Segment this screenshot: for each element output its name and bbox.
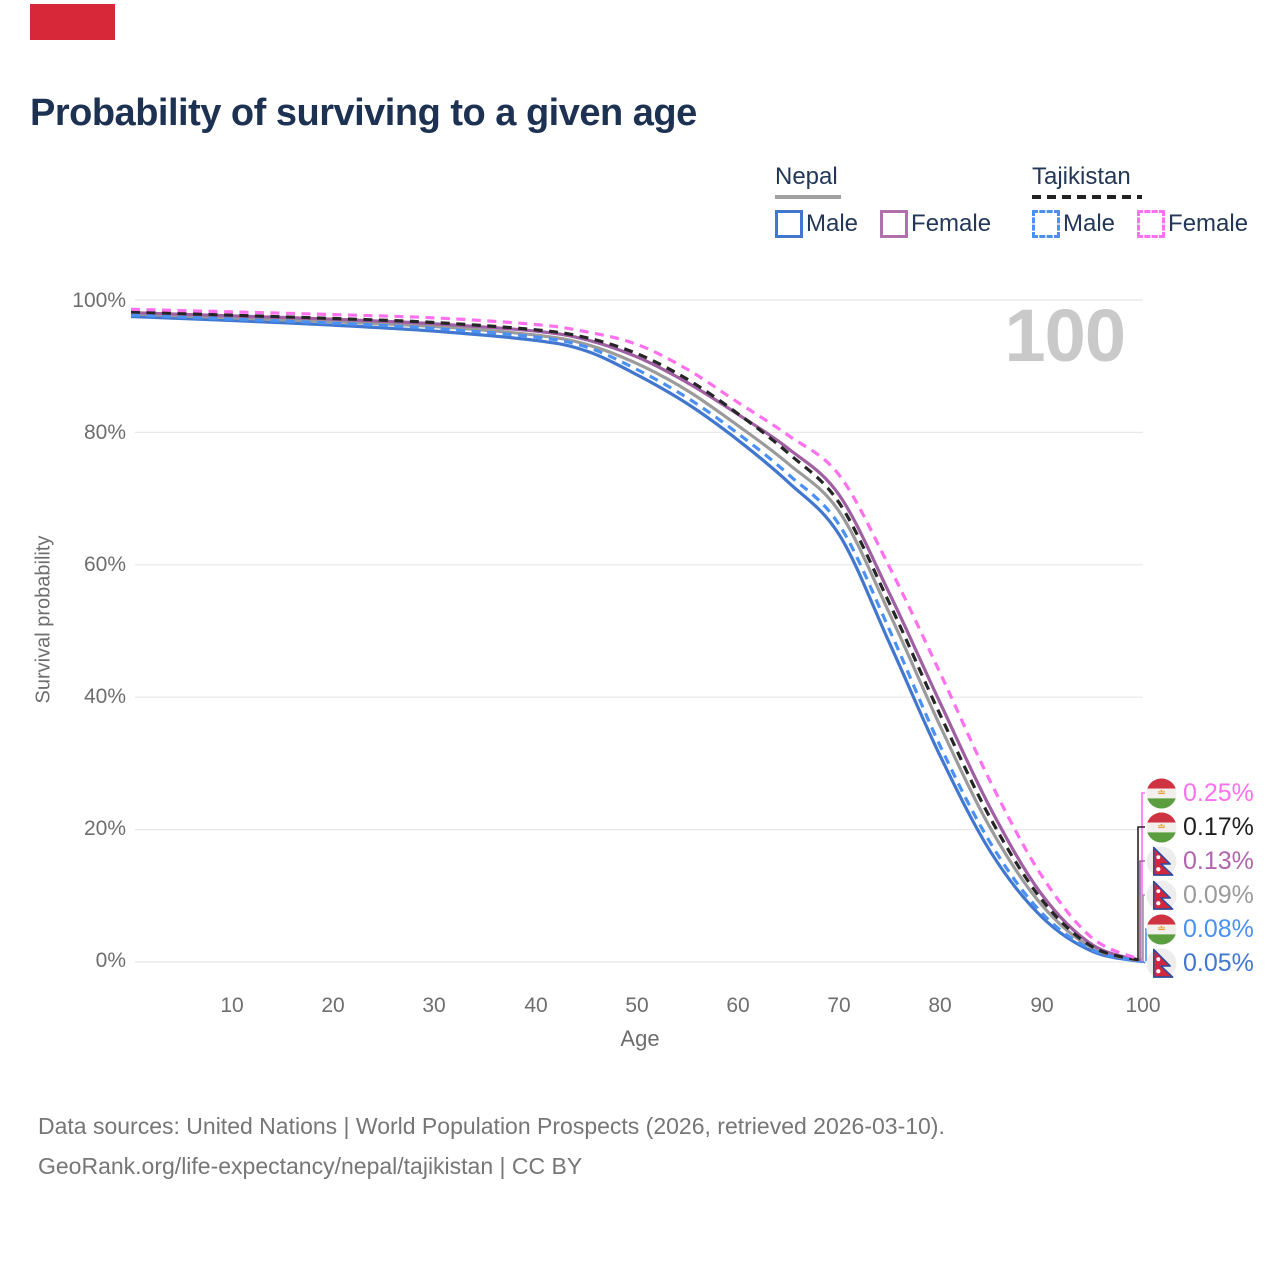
nepal-flag-icon (1146, 845, 1177, 877)
x-tick-30: 30 (422, 994, 446, 1017)
legend-group-nepal: Nepal Male Female (775, 163, 991, 238)
x-tick-100: 100 (1125, 994, 1161, 1017)
end-label-tajikistan-total[interactable]: 0.17% (1146, 811, 1254, 843)
end-label-nepal-male[interactable]: 0.05% (1146, 947, 1254, 979)
legend-item-label: Female (911, 210, 992, 237)
x-tick-40: 40 (524, 994, 548, 1017)
y-tick-80: 80% (83, 421, 126, 444)
x-tick-50: 50 (625, 994, 649, 1017)
y-tick-0: 0% (95, 949, 126, 972)
x-tick-90: 90 (1030, 994, 1054, 1017)
tajikistan-flag-icon (1146, 913, 1177, 945)
y-tick-100: 100% (72, 289, 126, 312)
end-label-nepal-female[interactable]: 0.13% (1146, 845, 1254, 877)
end-label-value: 0.08% (1183, 914, 1254, 943)
x-tick-70: 70 (827, 994, 851, 1017)
legend-item-nepal-female[interactable]: Female (880, 210, 991, 238)
legend-country-tajikistan: Tajikistan (1032, 163, 1131, 190)
nepal-flag-icon (1146, 879, 1177, 911)
legend-underline-tajikistan (1032, 195, 1142, 199)
end-label-value: 0.25% (1183, 778, 1254, 807)
legend-country-nepal: Nepal (775, 163, 838, 190)
end-label-tajikistan-female[interactable]: 0.25% (1146, 777, 1254, 809)
footer-data-sources: Data sources: United Nations | World Pop… (38, 1113, 945, 1139)
end-label-value: 0.05% (1183, 948, 1254, 977)
end-label-nepal-total[interactable]: 0.09% (1146, 879, 1254, 911)
x-tick-10: 10 (220, 994, 244, 1017)
end-label-value: 0.13% (1183, 846, 1254, 875)
tajikistan-female-swatch-icon (1137, 210, 1166, 238)
brand-logo-block (30, 4, 115, 40)
end-label-value: 0.17% (1183, 812, 1254, 841)
footer-attribution: GeoRank.org/life-expectancy/nepal/tajiki… (38, 1153, 583, 1179)
x-axis-title: Age (620, 1026, 660, 1051)
tajikistan-male-swatch-icon (1032, 210, 1060, 238)
legend-item-label: Male (806, 210, 859, 237)
legend-item-label: Male (1063, 210, 1116, 237)
legend-item-nepal-male[interactable]: Male (775, 210, 858, 238)
watermark-age-100: 100 (1004, 294, 1126, 377)
x-tick-60: 60 (726, 994, 750, 1017)
y-tick-40: 40% (83, 685, 126, 708)
tajikistan-flag-icon (1146, 811, 1177, 843)
legend-group-tajikistan: Tajikistan Male Female (1032, 163, 1248, 238)
tajikistan-flag-icon (1146, 777, 1177, 809)
legend-item-tajikistan-female[interactable]: Female (1137, 210, 1248, 238)
x-tick-80: 80 (928, 994, 952, 1017)
legend-item-tajikistan-male[interactable]: Male (1032, 210, 1115, 238)
nepal-flag-icon (1146, 947, 1177, 979)
nepal-male-swatch-icon (775, 210, 803, 238)
end-label-value: 0.09% (1183, 880, 1254, 909)
end-label-tajikistan-male[interactable]: 0.08% (1146, 913, 1254, 945)
x-tick-20: 20 (321, 994, 345, 1017)
y-tick-20: 20% (83, 817, 126, 840)
nepal-female-swatch-icon (880, 210, 909, 238)
legend-item-label: Female (1168, 210, 1249, 237)
page-title: Probability of surviving to a given age (30, 92, 697, 134)
footer: Data sources: United Nations | World Pop… (38, 1106, 945, 1186)
legend-underline-nepal (775, 195, 841, 199)
y-tick-60: 60% (83, 553, 126, 576)
